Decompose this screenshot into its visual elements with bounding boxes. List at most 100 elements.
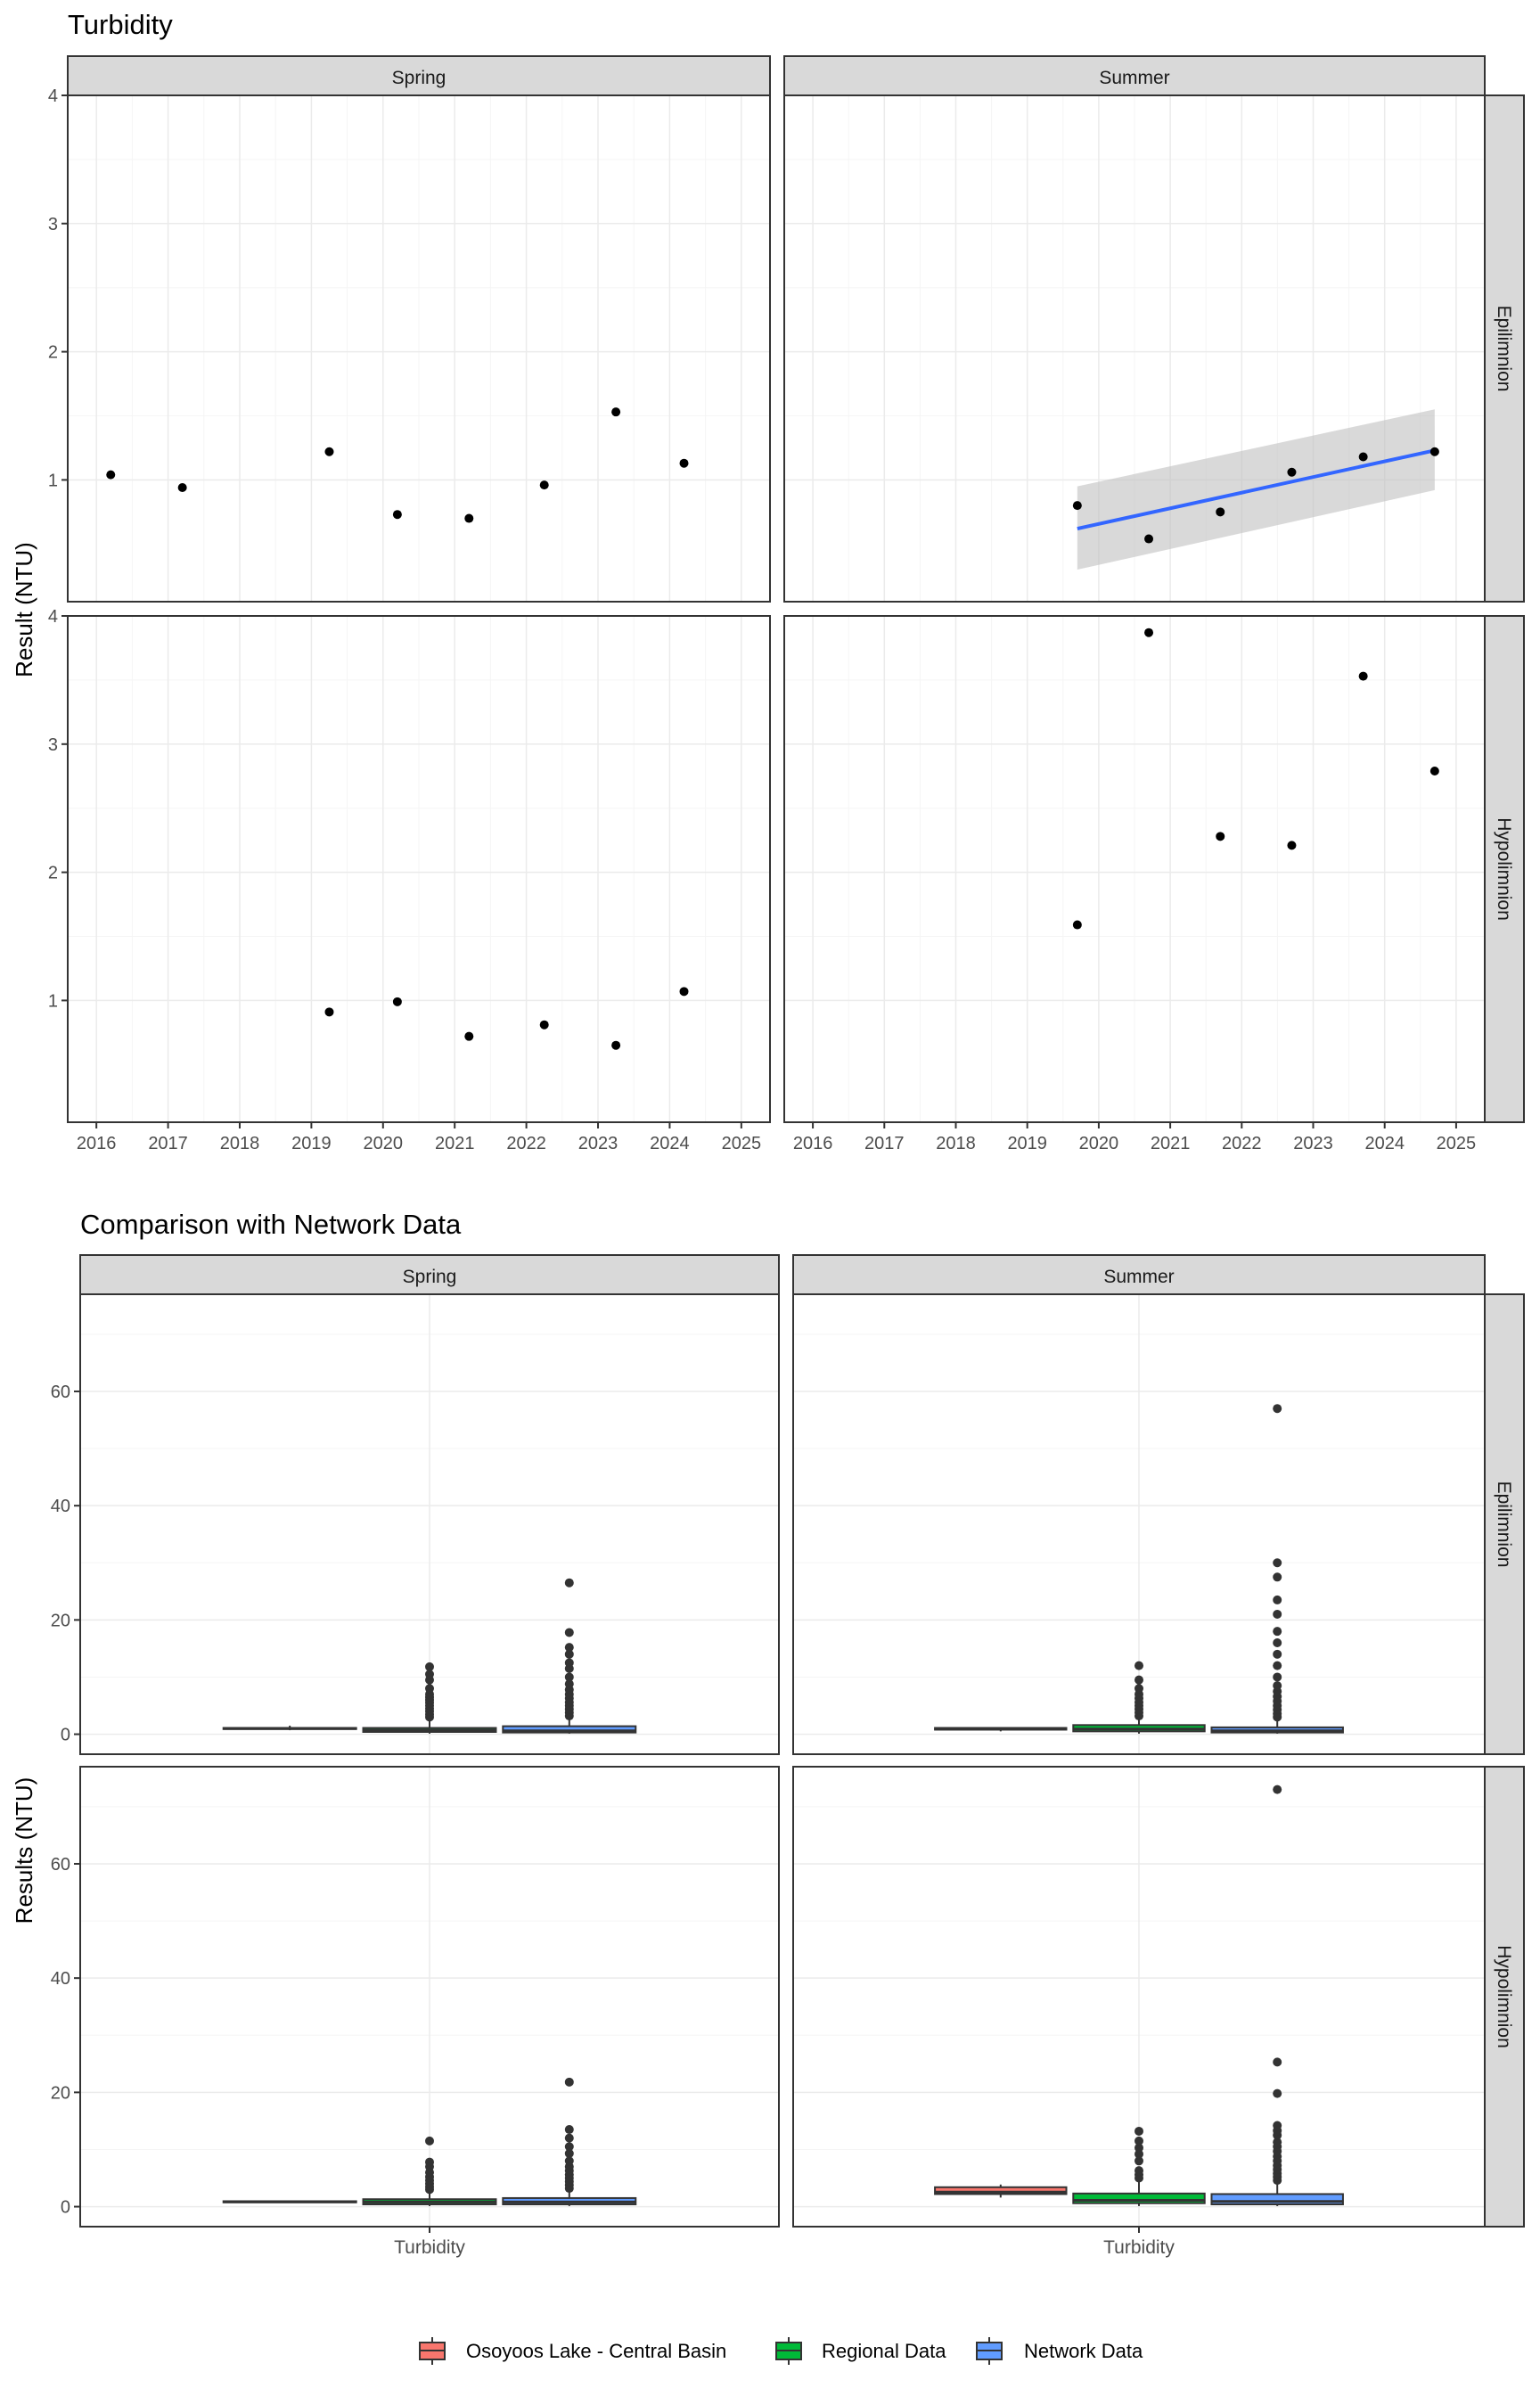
y-tick-label: 4	[48, 607, 58, 627]
chart2-x-tick-label-spring: Turbidity	[394, 2237, 465, 2258]
x-tick-label: 2019	[291, 1134, 332, 1153]
x-tick-label: 2024	[650, 1134, 690, 1153]
outlier-point	[1135, 2166, 1143, 2176]
data-point	[1429, 766, 1439, 775]
y-tick-label: 2	[48, 864, 58, 883]
data-point	[1144, 534, 1154, 544]
data-point	[177, 483, 187, 493]
box-network-data	[1210, 1785, 1344, 2206]
box-network-data	[1210, 1404, 1344, 1734]
y-tick-label: 20	[51, 2083, 70, 2103]
outlier-point	[1273, 2088, 1282, 2098]
outlier-point	[564, 2133, 574, 2143]
chart2-strip-hypolimnion-bg	[1484, 1766, 1525, 2228]
box-regional-data	[1072, 2126, 1206, 2206]
legend-label-regional: Regional Data	[822, 2340, 946, 2362]
legend: Osoyoos Lake - Central Basin Regional Da…	[419, 2337, 1143, 2365]
x-tick-label: 2018	[936, 1134, 976, 1153]
x-tick-label: 2016	[793, 1134, 833, 1153]
outlier-point	[1135, 2149, 1143, 2159]
box-iqr	[1210, 2193, 1344, 2206]
chart2-title: Comparison with Network Data	[80, 1209, 462, 1240]
y-tick-label: 20	[51, 1611, 70, 1630]
x-tick-label: 2019	[1007, 1134, 1047, 1153]
data-point	[1358, 452, 1368, 462]
panel-border	[79, 1293, 780, 1755]
outlier-point	[1273, 1572, 1282, 1582]
x-tick-label: 2017	[864, 1134, 905, 1153]
data-point	[1429, 447, 1439, 456]
data-point	[106, 470, 116, 480]
panel-border	[783, 94, 1486, 603]
chart2-strip-epilimnion-bg	[1484, 1293, 1525, 1755]
outlier-point	[425, 2157, 434, 2167]
x-tick-label: 2017	[148, 1134, 188, 1153]
y-tick-label: 2	[48, 343, 58, 363]
data-point	[392, 997, 402, 1006]
outlier-point	[1135, 1675, 1143, 1685]
outlier-point	[1273, 1627, 1282, 1637]
outlier-point	[1273, 1558, 1282, 1568]
chart2-panel-summer-epilimnion	[792, 1293, 1486, 1755]
chart1-panel-spring-epilimnion: 1 2 3 4	[48, 86, 771, 603]
outlier-point	[1273, 2138, 1282, 2147]
outlier-point	[425, 1670, 434, 1679]
outlier-point	[425, 2136, 434, 2146]
outlier-point	[1273, 1649, 1282, 1659]
chart2-strip-spring-bg	[79, 1254, 780, 1295]
outlier-point	[564, 1628, 574, 1637]
x-tick-label: 2023	[1293, 1134, 1333, 1153]
y-tick-label: 4	[48, 86, 58, 106]
outlier-point	[1135, 2136, 1143, 2146]
outlier-point	[564, 1643, 574, 1653]
outlier-point	[564, 1578, 574, 1588]
data-point	[1144, 628, 1154, 637]
outlier-point	[1273, 1661, 1282, 1670]
y-tick-label: 1	[48, 991, 58, 1011]
data-point	[611, 1040, 621, 1050]
data-point	[1072, 920, 1082, 930]
data-point	[679, 987, 689, 997]
y-tick-label: 3	[48, 735, 58, 755]
chart2-strip-hypolimnion-label: Hypolimnion	[1494, 1945, 1514, 2048]
x-tick-label: 2025	[1437, 1134, 1477, 1153]
x-tick-label: 2021	[1151, 1134, 1191, 1153]
outlier-point	[1273, 1609, 1282, 1619]
panel-border	[783, 615, 1486, 1123]
x-tick-label: 2025	[722, 1134, 762, 1153]
data-point	[539, 480, 549, 490]
x-tick-label: 2021	[435, 1134, 475, 1153]
outlier-point	[425, 1684, 434, 1694]
outlier-point	[1273, 1785, 1282, 1794]
chart1-strip-hypolimnion-bg	[1484, 615, 1525, 1123]
chart1-panel-summer-hypolimnion: 2016 2017 2018 2019 2020 2021 2022 2023 2024 2025	[783, 615, 1486, 1153]
x-tick-label: 2020	[1079, 1134, 1119, 1153]
x-tick-label: 2016	[77, 1134, 117, 1153]
trend-line	[1077, 448, 1436, 530]
outlier-point	[564, 1672, 574, 1682]
chart2-strip-epilimnion-label: Epilimnion	[1494, 1481, 1514, 1568]
outlier-point	[564, 1679, 574, 1689]
box-osoyoos-lake-central-basin	[934, 1727, 1068, 1732]
outlier-point	[425, 1662, 434, 1671]
panel-border	[67, 94, 771, 603]
legend-label-network: Network Data	[1024, 2340, 1143, 2362]
box-regional-data	[362, 1662, 497, 1734]
chart1-strip-summer-bg	[783, 55, 1486, 96]
outlier-point	[564, 2077, 574, 2087]
box-regional-data	[1072, 1661, 1206, 1734]
chart1-strip-spring-label: Spring	[392, 68, 446, 88]
outlier-point	[1273, 1638, 1282, 1648]
box-regional-data	[362, 2136, 497, 2206]
outlier-point	[564, 2148, 574, 2158]
outlier-point	[1135, 2156, 1143, 2166]
box-iqr	[934, 2186, 1068, 2195]
chart2-panel-summer-hypolimnion	[792, 1766, 1486, 2233]
data-point	[464, 513, 474, 523]
box-iqr	[1072, 2192, 1206, 2204]
chart2-panel-spring-hypolimnion: 0 20 40 60	[51, 1766, 780, 2233]
chart1-panel-summer-epilimnion	[783, 94, 1486, 603]
chart1-title: Turbidity	[68, 9, 173, 40]
chart2-panel-spring-epilimnion: 0 20 40 60	[51, 1293, 780, 1755]
data-point	[464, 1031, 474, 1041]
